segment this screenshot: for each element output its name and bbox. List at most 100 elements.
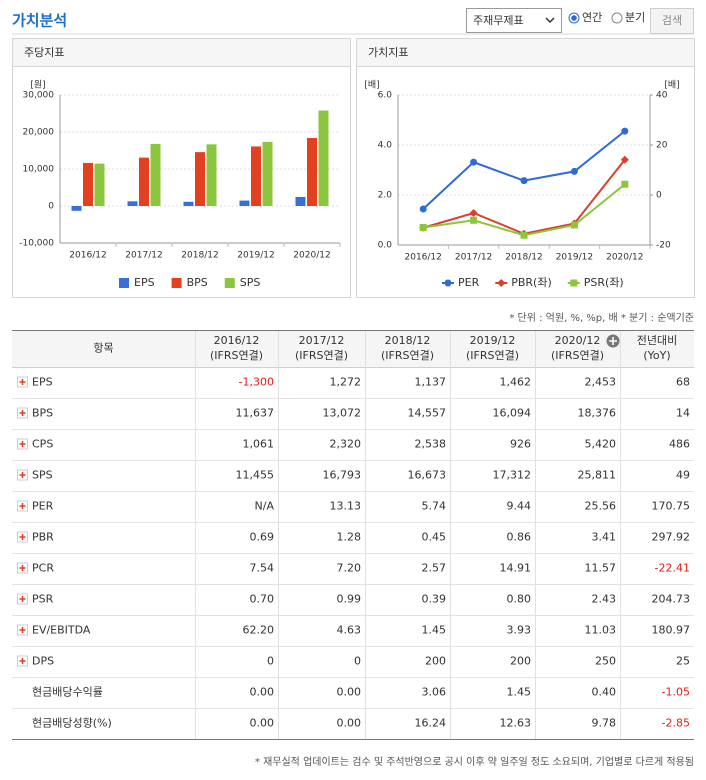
table-cell: 0.00 [250, 717, 275, 730]
bar [239, 200, 250, 206]
table-cell: 1,272 [330, 376, 362, 389]
point [570, 221, 578, 229]
expand-plus [19, 441, 26, 447]
column-header: 2018/12 [385, 334, 431, 347]
table-cell: 0.86 [507, 531, 532, 544]
y-tick-label: 6.0 [378, 91, 393, 101]
table-cell: 9.44 [507, 500, 532, 513]
table-cell: 14 [676, 407, 690, 420]
table-cell: N/A [255, 500, 275, 513]
table-cell: 1.28 [337, 531, 362, 544]
table-cell: 0.45 [422, 531, 447, 544]
x-tick-label: 2020/12 [293, 251, 330, 261]
row-label: EV/EBITDA [32, 624, 91, 637]
page-title: 가치분석 [12, 12, 67, 30]
bar [94, 163, 105, 206]
legend-marker [570, 279, 578, 287]
table-cell: -1,300 [239, 376, 274, 389]
table-cell: 25 [676, 655, 690, 668]
expand-plus [19, 379, 26, 385]
table-cell: 1,462 [500, 376, 532, 389]
y2-tick-label: 0 [656, 191, 662, 201]
search-button-label: 검색 [662, 14, 682, 27]
y-tick-label: 2.0 [378, 191, 393, 201]
legend-label: BPS [187, 276, 208, 289]
table-cell: 16,673 [408, 469, 447, 482]
table-cell: 0 [267, 655, 274, 668]
row-label: PER [32, 500, 54, 513]
statement-select[interactable] [466, 8, 562, 33]
legend-marker [444, 279, 452, 287]
table-cell: 180.97 [652, 624, 691, 637]
table-cell: 14,557 [408, 407, 447, 420]
legend-label: PSR(좌) [584, 276, 624, 289]
expand-plus [19, 472, 26, 478]
legend-label: PER [458, 276, 480, 289]
table-cell: 7.54 [250, 562, 275, 575]
table-cell: 3.41 [592, 531, 617, 544]
bar [262, 141, 273, 206]
expand-plus [19, 658, 26, 664]
point [520, 231, 528, 239]
bar [71, 206, 82, 211]
row-label: DPS [32, 655, 54, 668]
table-cell: 2,453 [585, 376, 617, 389]
y-tick-label: 0.0 [378, 241, 393, 251]
point [520, 177, 528, 185]
radio-label: 분기 [625, 11, 645, 24]
row-label: 현금배당성향(%) [32, 717, 112, 730]
row-label: EPS [32, 376, 53, 389]
panel-header [357, 39, 694, 66]
table-cell: 25.56 [585, 500, 617, 513]
table-cell: 11,455 [236, 469, 275, 482]
table-cell: -22.41 [655, 562, 690, 575]
column-header: (YoY) [643, 349, 670, 362]
radio-button[interactable] [611, 12, 623, 24]
y-tick-label: 0 [48, 202, 54, 212]
x-tick-label: 2017/12 [455, 253, 492, 263]
legend-marker [497, 279, 506, 287]
x-tick-label: 2016/12 [69, 251, 106, 261]
legend-label: PBR(좌) [511, 276, 552, 289]
x-tick-label: 2020/12 [606, 253, 643, 263]
y2-tick-label: 40 [656, 91, 668, 101]
select-arrow [545, 17, 555, 24]
bar [195, 152, 205, 206]
column-header: 2020/12 [555, 334, 601, 347]
table-cell: 49 [676, 469, 690, 482]
row-label: PCR [32, 562, 54, 575]
radio-dot [571, 15, 577, 21]
expand-plus [19, 596, 26, 602]
table-cell: 68 [676, 376, 690, 389]
legend-swatch [171, 278, 182, 288]
table-cell: 11,637 [236, 407, 275, 420]
table-cell: 5,420 [585, 438, 617, 451]
table-cell: 200 [510, 655, 531, 668]
table-cell: 2,538 [415, 438, 447, 451]
table-cell: 170.75 [652, 500, 691, 513]
y2-axis-unit: [배] [664, 80, 679, 91]
x-tick-label: 2018/12 [181, 251, 218, 261]
table-cell: 5.74 [422, 500, 447, 513]
y-tick-label: -10,000 [19, 239, 54, 249]
point [419, 205, 427, 213]
header-expand-plus [609, 337, 617, 345]
table-cell: 14.91 [500, 562, 532, 575]
table-cell: 0.40 [592, 686, 617, 699]
search-button[interactable] [650, 8, 694, 34]
table-cell: 2.43 [592, 593, 617, 606]
bar [83, 162, 93, 206]
y2-tick-label: -20 [656, 241, 671, 251]
legend-label: SPS [240, 276, 261, 289]
table-cell: 200 [425, 655, 446, 668]
expand-plus [19, 565, 26, 571]
bar [183, 201, 194, 206]
table-cell: 0.70 [250, 593, 275, 606]
point [620, 155, 629, 164]
table-cell: 62.20 [243, 624, 275, 637]
panel-header [13, 39, 350, 66]
column-header: (IFRS연결) [210, 349, 263, 362]
x-tick-label: 2016/12 [405, 253, 442, 263]
expand-plus [19, 410, 26, 416]
